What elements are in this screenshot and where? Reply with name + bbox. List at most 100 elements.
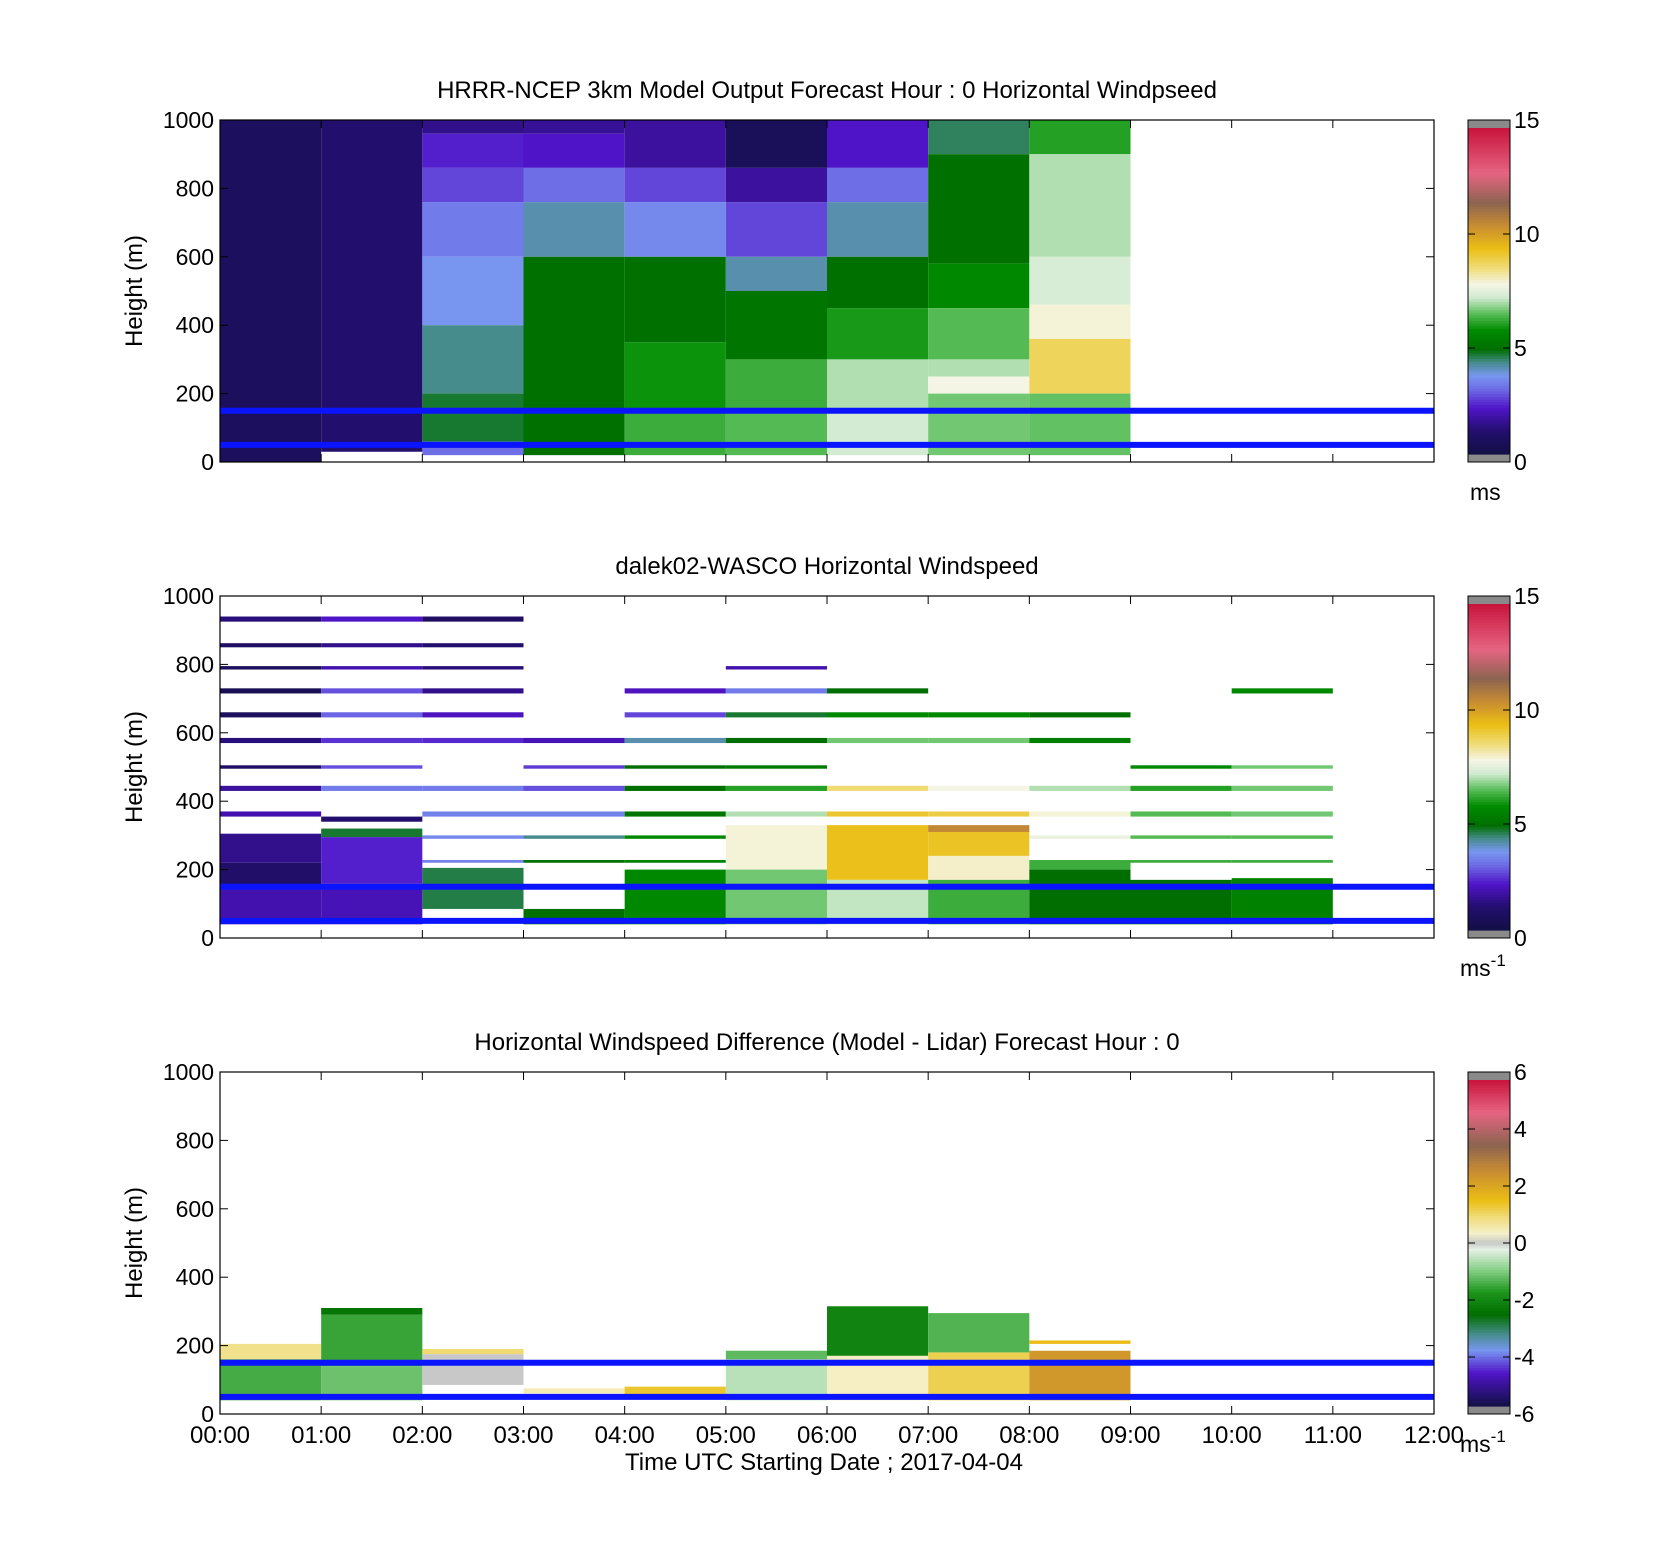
colorbar-segment (1468, 293, 1510, 298)
data-cell (1130, 811, 1232, 817)
data-cell (827, 308, 929, 360)
data-cell (624, 785, 726, 791)
y-tick-label: 800 (176, 175, 214, 201)
colorbar-segment (1468, 737, 1510, 741)
colorbar-segment (1468, 1332, 1510, 1336)
colorbar-segment (1468, 1324, 1510, 1328)
data-cell (624, 869, 726, 925)
data-cell (220, 1343, 322, 1360)
colorbar-segment (1468, 1183, 1510, 1187)
colorbar-segment (1468, 1389, 1510, 1394)
x-axis-label: Time UTC Starting Date ; 2017-04-04 (625, 1449, 1023, 1476)
data-cell (928, 831, 1030, 856)
colorbar-segment (1468, 715, 1510, 719)
colorbar-segment (1468, 728, 1510, 733)
colorbar-segment (1468, 301, 1510, 306)
data-cell (1130, 860, 1232, 863)
colorbar-segment (1468, 1378, 1510, 1383)
colorbar-segment (1468, 1281, 1510, 1285)
colorbar-segment (1468, 394, 1510, 398)
colorbar-segment (1468, 187, 1510, 192)
data-cell (624, 811, 726, 817)
colorbar-tick-label: -6 (1514, 1401, 1534, 1427)
colorbar-segment (1468, 777, 1510, 782)
data-cell (1231, 811, 1333, 817)
colorbar-cap-top (1468, 1072, 1510, 1080)
colorbar-unit-label: ms (1470, 479, 1501, 505)
data-cell (422, 643, 524, 648)
colorbar-segment (1468, 1194, 1510, 1198)
colorbar-segment (1468, 307, 1510, 311)
data-cell (725, 1350, 827, 1360)
colorbar-segment (1468, 231, 1510, 235)
y-tick-label: 0 (201, 925, 214, 951)
data-cell (1130, 765, 1232, 769)
colorbar-segment (1468, 1262, 1510, 1266)
data-cell (624, 860, 726, 863)
colorbar-segment (1468, 421, 1510, 425)
data-cell (624, 835, 726, 839)
data-cell (523, 120, 625, 134)
panel-1: HRRR-NCEP 3km Model Output Forecast Hour… (121, 77, 1540, 505)
data-cell (220, 712, 322, 718)
data-cell (725, 120, 827, 168)
y-tick-label: 200 (176, 381, 214, 407)
colorbar-segment (1468, 927, 1510, 931)
colorbar-segment (1468, 1196, 1510, 1201)
data-cell (1029, 811, 1131, 817)
colorbar-segment (1468, 910, 1510, 915)
colorbar-segment (1468, 848, 1510, 852)
colorbar-segment (1468, 315, 1510, 319)
colorbar-segment (1468, 921, 1510, 926)
data-cell (624, 688, 726, 694)
colorbar-segment (1468, 1283, 1510, 1288)
x-tick-label: 00:00 (190, 1422, 250, 1449)
colorbar-segment (1468, 747, 1510, 752)
colorbar-segment (1468, 445, 1510, 450)
x-tick-label: 02:00 (392, 1422, 452, 1449)
colorbar-segment (1468, 1158, 1510, 1163)
colorbar-segment (1468, 212, 1510, 216)
colorbar-segment (1468, 269, 1510, 273)
colorbar-segment (1468, 263, 1510, 268)
data-cell (1029, 737, 1131, 744)
colorbar-segment (1468, 214, 1510, 219)
colorbar-segment (1468, 320, 1510, 325)
colorbar-segment (1468, 1373, 1510, 1377)
data-cell (1029, 869, 1131, 925)
colorbar-segment (1468, 176, 1510, 181)
data-cell (725, 785, 827, 791)
data-cell (1231, 835, 1333, 839)
data-cell (1029, 304, 1131, 339)
colorbar-segment (1468, 1359, 1510, 1364)
colorbar-segment (1468, 908, 1510, 912)
colorbar-segment (1468, 851, 1510, 855)
colorbar-segment (1468, 1248, 1510, 1252)
x-tick-label: 06:00 (797, 1422, 857, 1449)
colorbar-segment (1468, 217, 1510, 221)
colorbar-tick-label: 10 (1514, 221, 1540, 247)
colorbar-tick-label: 6 (1514, 1059, 1527, 1085)
colorbar-segment (1468, 1370, 1510, 1374)
colorbar-segment (1468, 680, 1510, 684)
colorbar-segment (1468, 133, 1510, 137)
colorbar-segment (1468, 745, 1510, 749)
colorbar-segment (1468, 440, 1510, 444)
colorbar-segment (1468, 147, 1510, 151)
colorbar-tick-label: 5 (1514, 335, 1527, 361)
data-cell (624, 712, 726, 718)
data-cell (220, 616, 322, 622)
colorbar-segment (1468, 377, 1510, 382)
colorbar-segment (1468, 767, 1510, 771)
colorbar-segment (1468, 128, 1510, 132)
x-tick-label: 11:00 (1304, 1422, 1362, 1449)
data-cell (422, 811, 524, 817)
colorbar-segment (1468, 1088, 1510, 1092)
colorbar-segment (1468, 141, 1510, 145)
colorbar-segment (1468, 1115, 1510, 1119)
data-cell (928, 1352, 1030, 1401)
colorbar-cap-bottom (1468, 1406, 1510, 1414)
x-tick-label: 12:00 (1404, 1422, 1464, 1449)
colorbar-segment (1468, 609, 1510, 613)
